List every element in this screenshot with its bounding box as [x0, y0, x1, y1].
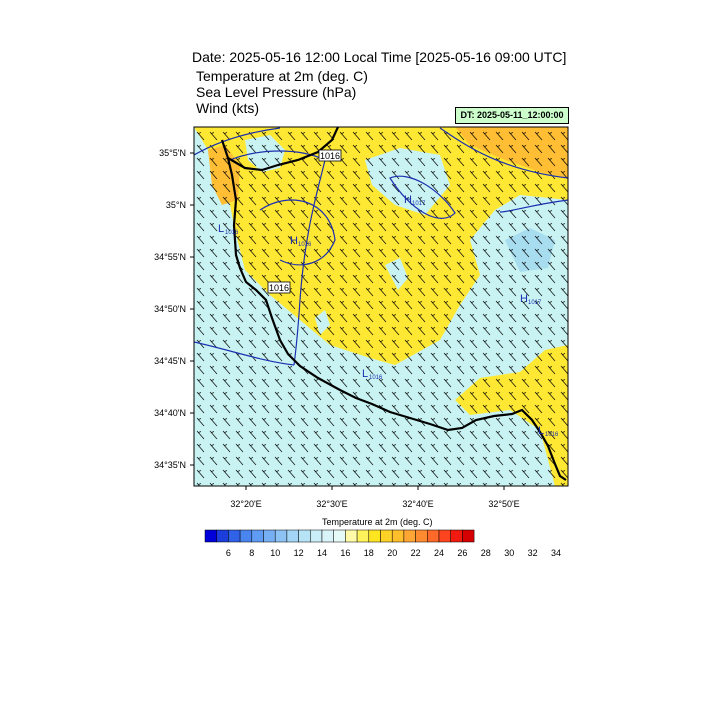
colorbar-title: Temperature at 2m (deg. C) — [322, 517, 433, 527]
lat-label: 34°35'N — [154, 460, 186, 470]
high-pressure-value: 1017 — [528, 300, 542, 306]
low-pressure-symbol: L — [218, 223, 224, 235]
colorbar-label: 24 — [434, 548, 444, 558]
colorbar-label: 34 — [551, 548, 561, 558]
lat-label: 34°40'N — [154, 408, 186, 418]
colorbar-swatch — [286, 529, 299, 543]
wind-barbs — [194, 127, 568, 486]
high-pressure-symbol: H — [290, 235, 298, 247]
colorbar-label: 26 — [457, 548, 467, 558]
colorbar-swatch — [274, 529, 288, 543]
field-label-temperature: Temperature at 2m (deg. C) — [196, 68, 368, 84]
isobars — [194, 127, 568, 366]
colorbar-label: 8 — [249, 548, 254, 558]
lat-labels: 35°5'N 35°N 34°55'N 34°50'N 34°45'N 34°4… — [154, 148, 186, 470]
colorbar-swatch — [228, 529, 241, 543]
low-pressure-value: 1016 — [545, 432, 559, 438]
colorbar-swatch — [333, 529, 346, 543]
colorbar-swatch — [251, 529, 264, 543]
lon-label: 32°30'E — [316, 499, 347, 509]
colorbar-label: 16 — [340, 548, 350, 558]
colorbar-swatch — [450, 529, 463, 543]
lon-label: 32°40'E — [402, 499, 433, 509]
field-label-pressure: Sea Level Pressure (hPa) — [196, 84, 357, 100]
colorbar-swatch — [403, 529, 416, 543]
field-label-wind: Wind (kts) — [196, 100, 259, 116]
pressure-centers: H 1017 H 1016 H 1017 L 1016 L 1016 L 101… — [218, 194, 559, 438]
colorbar-swatch — [415, 529, 428, 543]
colorbar-label: 22 — [411, 548, 421, 558]
colorbar-swatch — [462, 529, 475, 543]
colorbar-swatch — [345, 529, 358, 543]
map-frame — [193, 126, 569, 487]
colorbar-swatch — [216, 529, 229, 543]
colorbar-label: 18 — [364, 548, 374, 558]
lon-labels: 32°20'E 32°30'E 32°40'E 32°50'E — [230, 499, 519, 509]
low-pressure-symbol: L — [538, 425, 544, 437]
colorbar-label: 30 — [504, 548, 514, 558]
lat-label: 35°N — [166, 200, 186, 210]
colorbar-swatch — [204, 529, 217, 543]
colorbar-swatch — [438, 529, 451, 543]
colorbar-swatch — [368, 529, 381, 543]
high-pressure-value: 1017 — [412, 201, 426, 207]
lat-label: 34°50'N — [154, 304, 186, 314]
map-title: Date: 2025-05-16 12:00 Local Time [2025-… — [192, 49, 567, 65]
isobar-label: 1016 — [269, 283, 289, 293]
northern-coastline — [227, 127, 339, 172]
lat-axis — [190, 152, 194, 466]
low-pressure-value: 1016 — [225, 230, 239, 236]
colorbar-swatch — [263, 529, 276, 543]
lat-label: 35°5'N — [159, 148, 186, 158]
lon-label: 32°50'E — [488, 499, 519, 509]
lon-label: 32°20'E — [230, 499, 261, 509]
high-pressure-value: 1016 — [298, 242, 312, 248]
colorbar-label: 6 — [226, 548, 231, 558]
coastline — [220, 139, 567, 481]
colorbar-label: 28 — [481, 548, 491, 558]
colorbar-label: 12 — [294, 548, 304, 558]
high-pressure-symbol: H — [404, 194, 412, 206]
colorbar-swatch — [427, 529, 440, 543]
isobar-labels: 1016 1016 — [267, 149, 342, 294]
colorbar-swatch — [321, 529, 334, 543]
lat-label: 34°45'N — [154, 356, 186, 366]
colorbar-swatch — [391, 529, 405, 543]
isobar-label: 1016 — [320, 151, 340, 161]
colorbar-label: 14 — [317, 548, 327, 558]
high-pressure-symbol: H — [520, 293, 528, 305]
colorbar-label: 20 — [387, 548, 397, 558]
colorbar-label: 10 — [270, 548, 280, 558]
low-pressure-symbol: L — [362, 368, 368, 380]
init-time-badge: DT: 2025-05-11_12:00:00 — [455, 107, 569, 124]
colorbar-swatch — [239, 529, 253, 543]
colorbar — [204, 529, 475, 543]
colorbar-label: 32 — [528, 548, 538, 558]
colorbar-swatch — [356, 529, 370, 543]
colorbar-swatch — [380, 529, 393, 543]
colorbar-swatch — [298, 529, 311, 543]
lon-axis — [245, 486, 505, 490]
colorbar-labels: 6 8 10 12 14 16 18 20 22 24 26 28 30 32 34 — [226, 548, 561, 558]
colorbar-swatch — [310, 529, 323, 543]
lat-label: 34°55'N — [154, 252, 186, 262]
low-pressure-value: 1016 — [369, 375, 383, 381]
